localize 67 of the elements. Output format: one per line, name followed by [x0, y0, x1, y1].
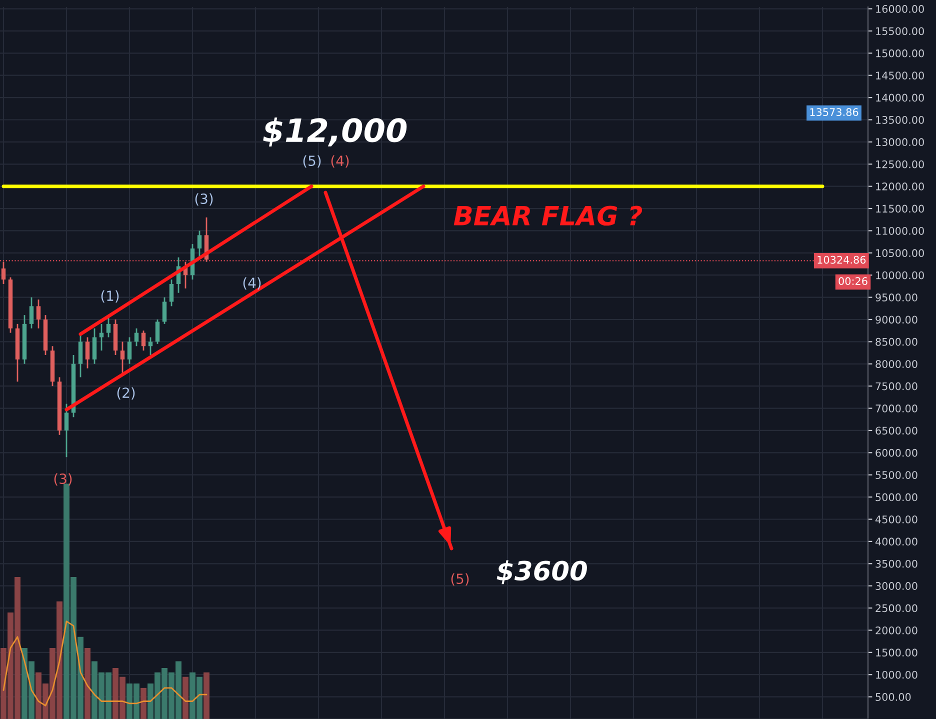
candlestick — [29, 296, 34, 330]
y-tick-label: 13000.00 — [876, 138, 924, 146]
annotation: 00:26 — [838, 277, 868, 286]
annotation: (3) — [54, 473, 72, 486]
y-tick-label: 8500.00 — [876, 338, 918, 346]
annotation: (1) — [101, 290, 119, 303]
candlestick — [36, 298, 41, 330]
annotation: BEAR FLAG ? — [454, 206, 642, 226]
y-tick-label: 14500.00 — [876, 72, 924, 80]
y-tick-label: 4000.00 — [875, 538, 918, 546]
bar — [140, 688, 146, 719]
y-tick-label: 3000.00 — [876, 582, 918, 590]
y-tick-label: 15000.00 — [876, 49, 924, 58]
y-tick-label: 4500.00 — [875, 515, 918, 524]
annotation: $3600 — [496, 560, 587, 584]
candlestick — [99, 323, 104, 352]
y-tick-label: 6500.00 — [876, 426, 918, 435]
y-tick-label: 7500.00 — [876, 382, 918, 390]
y-tick-label: 8000.00 — [876, 360, 918, 368]
ref-line-label: 10324.86 — [818, 256, 866, 264]
y-tick-label: 5500.00 — [876, 471, 918, 479]
annotation: 13573.86 — [810, 108, 858, 116]
y-tick-label: 15500.00 — [876, 27, 924, 36]
y-tick-label: 500.00 — [876, 693, 911, 701]
y-tick-label: 3500.00 — [876, 560, 918, 568]
annotation: (3) — [195, 193, 213, 206]
annotation: (5) — [451, 573, 469, 586]
candlestick — [134, 328, 139, 347]
y-tick-label: 12500.00 — [876, 160, 924, 168]
bar — [182, 676, 188, 719]
y-tick-label: 6000.00 — [876, 448, 918, 457]
y-tick-label: 11000.00 — [876, 226, 924, 235]
candlestick — [92, 328, 97, 365]
y-tick-label: 2500.00 — [876, 604, 918, 612]
y-tick-label: 1000.00 — [876, 670, 918, 679]
y-tick-label: 2000.00 — [876, 626, 918, 634]
annotation: (5) — [303, 155, 321, 168]
y-tick-label: 5000.00 — [876, 493, 918, 502]
y-tick-label: 9000.00 — [876, 316, 918, 324]
candlestick — [148, 336, 153, 356]
candlestick — [169, 278, 174, 307]
y-tick-label: 10000.00 — [876, 271, 924, 280]
candlestick — [155, 318, 160, 345]
y-tick-label: 9500.00 — [876, 294, 918, 302]
candlestick — [120, 341, 125, 374]
candlestick — [127, 336, 132, 365]
annotation: $12,000 — [263, 118, 407, 147]
y-tick-label: 11500.00 — [876, 204, 924, 213]
candlestick — [85, 336, 90, 370]
y-tick-label: 13500.00 — [876, 116, 924, 124]
candlestick — [1, 261, 6, 285]
y-tick-label: 12000.00 — [876, 182, 924, 190]
y-tick-label: 14000.00 — [876, 94, 924, 102]
candlestick — [162, 296, 167, 325]
annotation: (2) — [117, 387, 135, 400]
y-tick-label: 7000.00 — [876, 404, 918, 412]
bar — [204, 672, 210, 719]
y-tick-label: 10500.00 — [876, 249, 924, 258]
bar — [84, 648, 90, 719]
candlestick — [64, 403, 69, 458]
candlestick — [141, 330, 146, 352]
candlestick — [197, 230, 202, 258]
annotation: (4) — [243, 277, 261, 290]
y-tick-label: 16000.00 — [876, 5, 924, 13]
annotation: (4) — [331, 155, 349, 168]
line-series — [2, 620, 208, 706]
y-tick-label: 1500.00 — [876, 648, 918, 657]
